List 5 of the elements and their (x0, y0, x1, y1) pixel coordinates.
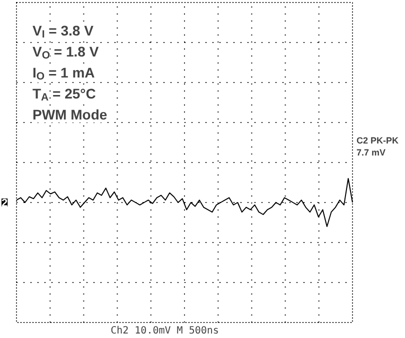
text: Ch2 10.0mV M 500ns (110, 326, 219, 336)
text: C2 PK-PK (356, 136, 400, 146)
text: 7.7 mV (356, 148, 386, 158)
text: PWM Mode (32, 106, 108, 122)
text: 2 (2, 198, 8, 210)
